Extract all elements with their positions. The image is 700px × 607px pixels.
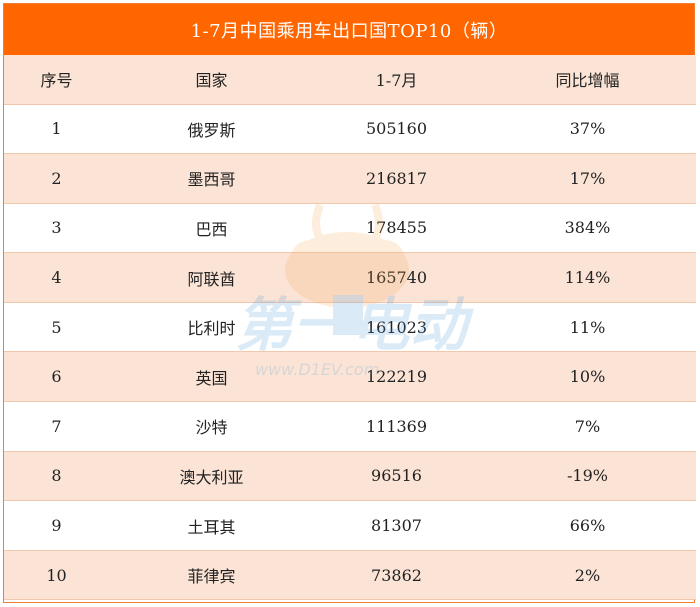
cell-jan-jul: 216817 [365,168,428,188]
cell-rank: 7 [51,416,62,436]
header-country: 国家 [195,71,228,91]
table-row: 5 比利时 161023 11% [4,302,696,352]
cell-jan-jul: 73862 [371,565,422,585]
table-row: 9 土耳其 81307 66% [4,500,696,551]
export-table: 序号 国家 1-7月 同比增幅 1 俄罗斯 505160 37% 2 墨西哥 216817 1… [4,55,696,600]
table-row: 4 阿联酋 165740 114% [4,252,696,303]
cell-yoy: 2% [574,565,601,585]
cell-rank: 5 [51,317,62,337]
cell-country: 俄罗斯 [187,120,236,140]
cell-jan-jul: 81307 [371,516,422,536]
table-row: 2 墨西哥 216817 17% [4,153,696,204]
cell-country: 巴西 [195,219,228,239]
cell-rank: 3 [51,218,62,238]
cell-yoy: -19% [567,466,608,486]
table-body: 1 俄罗斯 505160 37% 2 墨西哥 216817 17% 3 巴西 178455 384% 4… [4,104,696,600]
table-frame: 1-7月中国乘用车出口国TOP10（辆） 序号 国家 1-7月 同比增幅 1 俄罗… [3,3,696,603]
cell-rank: 10 [46,565,67,585]
table-title: 1-7月中国乘用车出口国TOP10（辆） [4,4,694,55]
cell-rank: 6 [51,367,62,387]
cell-jan-jul: 165740 [365,268,428,288]
cell-country: 土耳其 [187,517,236,537]
cell-country: 墨西哥 [187,170,236,190]
header-yoy: 同比增幅 [555,71,620,91]
cell-yoy: 17% [569,168,606,188]
cell-yoy: 7% [574,416,601,436]
cell-rank: 4 [51,268,62,288]
cell-yoy: 37% [569,119,606,139]
cell-jan-jul: 161023 [365,317,428,337]
cell-yoy: 384% [564,218,611,238]
cell-country: 比利时 [187,319,236,339]
cell-yoy: 114% [564,268,611,288]
cell-yoy: 10% [569,367,606,387]
cell-jan-jul: 178455 [365,218,428,238]
table-row: 6 英国 122219 10% [4,351,696,402]
cell-country: 阿联酋 [187,269,236,289]
header-jan-jul: 1-7月 [375,71,418,91]
cell-yoy: 66% [569,516,606,536]
table-row: 10 菲律宾 73862 2% [4,550,696,600]
cell-country: 沙特 [195,418,228,438]
cell-yoy: 11% [569,317,606,337]
header-rank: 序号 [40,71,73,91]
cell-rank: 8 [51,466,62,486]
cell-country: 菲律宾 [187,567,236,587]
cell-rank: 1 [51,119,62,139]
table-row: 1 俄罗斯 505160 37% [4,104,696,154]
cell-jan-jul: 505160 [365,119,428,139]
header-row: 序号 国家 1-7月 同比增幅 [4,55,696,104]
cell-jan-jul: 111369 [365,416,428,436]
cell-rank: 9 [51,516,62,536]
cell-jan-jul: 122219 [365,367,428,387]
table-row: 7 沙特 111369 7% [4,401,696,452]
cell-jan-jul: 96516 [371,466,422,486]
cell-country: 英国 [195,368,228,388]
cell-country: 澳大利亚 [179,467,244,487]
cell-rank: 2 [51,168,62,188]
table-row: 3 巴西 178455 384% [4,203,696,253]
table-row: 8 澳大利亚 96516 -19% [4,451,696,501]
